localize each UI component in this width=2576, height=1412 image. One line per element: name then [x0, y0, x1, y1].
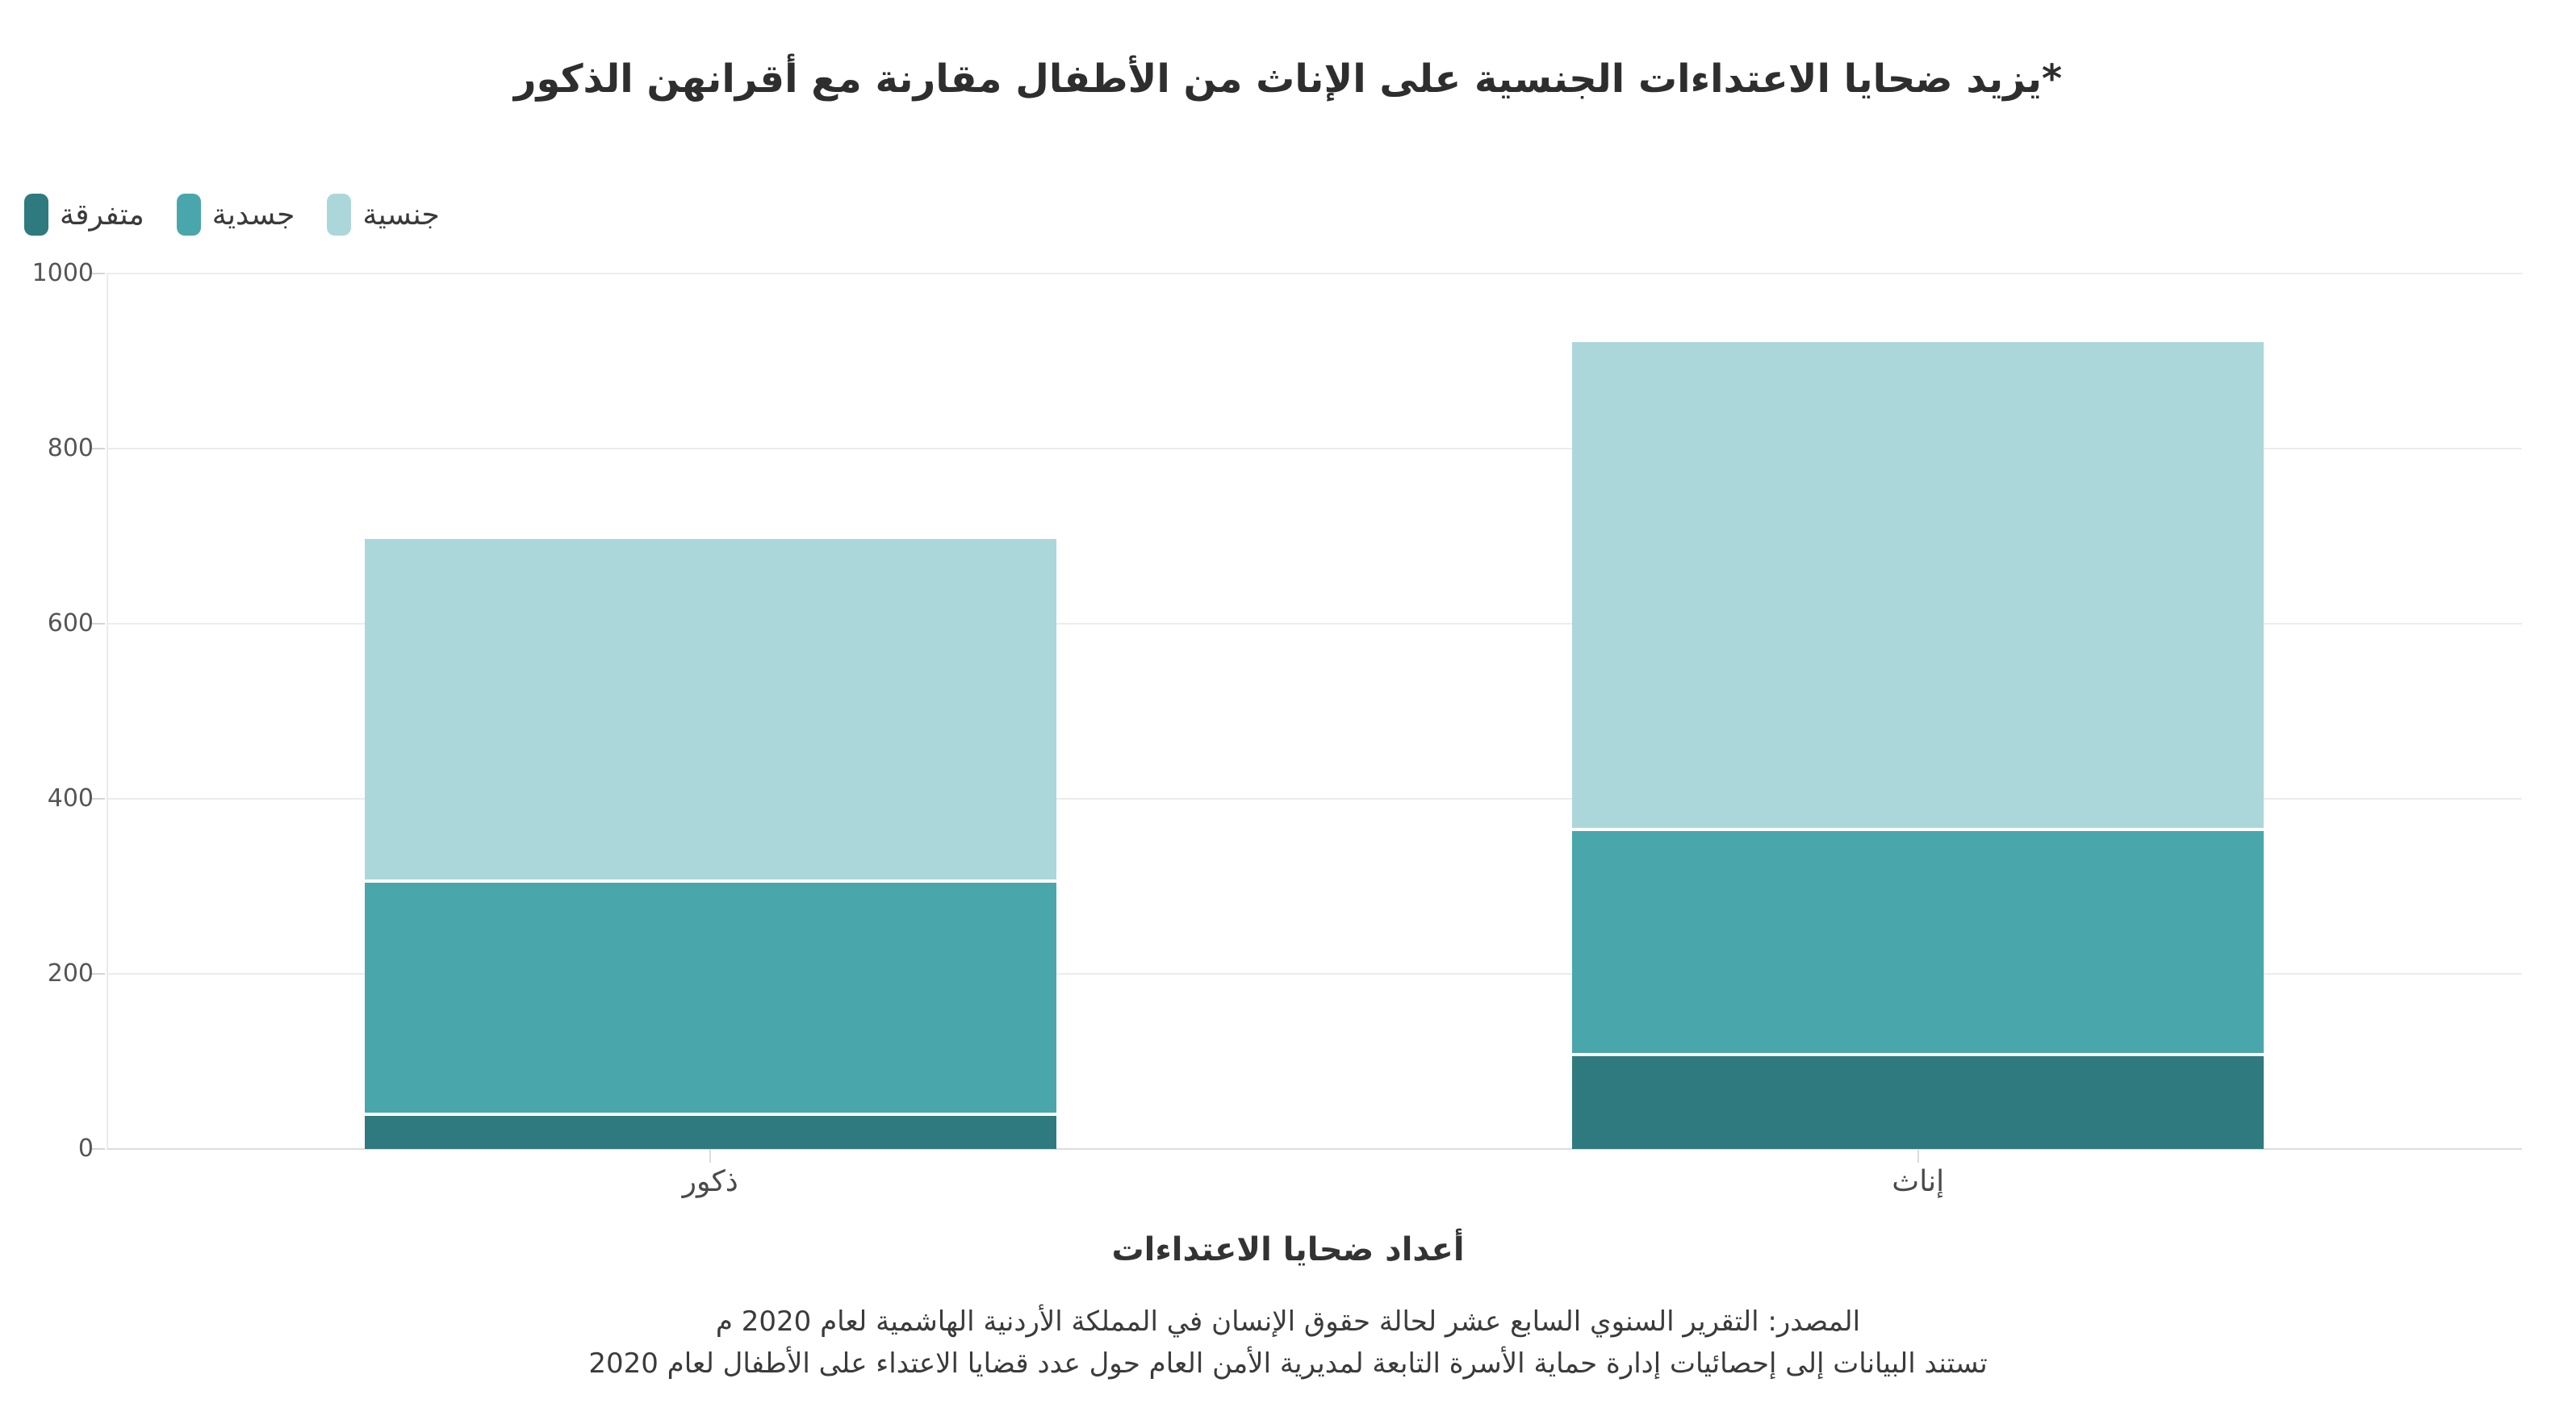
gridline-800 [107, 448, 2522, 449]
legend-label-physical: جسدية [211, 198, 295, 232]
legend-swatch-physical [176, 194, 201, 236]
bar-segment-males-misc[interactable] [365, 1113, 1056, 1149]
segment-separator-females-0 [1572, 1052, 2264, 1056]
y-tick-mark-600 [92, 623, 105, 625]
legend-item-sexual[interactable]: جنسية [327, 194, 440, 236]
y-tick-mark-800 [92, 448, 105, 449]
y-tick-mark-400 [92, 798, 105, 800]
x-axis-title: أعداد ضحايا الاعتداءات [1111, 1231, 1465, 1268]
segment-separator-males-0 [365, 1112, 1056, 1116]
x-category-label-females: إناث [1892, 1165, 1945, 1198]
legend: متفرقة جسدية جنسية [24, 194, 440, 236]
y-tick-mark-1000 [92, 273, 105, 274]
x-category-label-males: ذكور [682, 1165, 738, 1198]
gridline-600 [107, 623, 2522, 625]
x-tick-mark-males [709, 1150, 712, 1163]
source-note: المصدر: التقرير السنوي السابع عشر لحالة … [0, 1301, 2576, 1385]
legend-item-misc[interactable]: متفرقة [24, 194, 144, 236]
source-line-2: تستند البيانات إلى إحصائيات إدارة حماية … [588, 1347, 1988, 1380]
legend-item-physical[interactable]: جسدية [176, 194, 295, 236]
gridline-1000 [107, 273, 2522, 274]
legend-label-sexual: جنسية [362, 198, 440, 232]
bar-segment-males-sexual[interactable] [365, 538, 1056, 881]
y-tick-label-1000: 1000 [31, 259, 94, 287]
source-line-1: المصدر: التقرير السنوي السابع عشر لحالة … [715, 1305, 1861, 1338]
y-axis-line [107, 274, 108, 1149]
bar-segment-females-misc[interactable] [1572, 1054, 2264, 1149]
legend-swatch-misc [24, 194, 48, 236]
bar-segment-females-sexual[interactable] [1572, 341, 2264, 829]
y-tick-mark-200 [92, 973, 105, 975]
bar-segment-males-physical[interactable] [365, 880, 1056, 1114]
segment-separator-males-1 [365, 879, 1056, 883]
gridline-400 [107, 798, 2522, 800]
y-tick-label-800: 800 [47, 434, 94, 462]
y-tick-mark-0 [92, 1148, 105, 1150]
chart-title: *يزيد ضحايا الاعتداءات الجنسية على الإنا… [513, 56, 2063, 102]
gridline-0 [107, 1148, 2522, 1150]
y-tick-label-200: 200 [47, 959, 94, 988]
segment-separator-females-1 [1572, 827, 2264, 831]
gridline-200 [107, 973, 2522, 975]
legend-swatch-sexual [327, 194, 352, 236]
bar-segment-females-physical[interactable] [1572, 829, 2264, 1055]
y-tick-label-400: 400 [47, 784, 94, 813]
legend-label-misc: متفرقة [60, 198, 144, 232]
y-tick-label-0: 0 [77, 1134, 94, 1163]
y-tick-label-600: 600 [47, 609, 94, 637]
x-tick-mark-females [1917, 1150, 1919, 1163]
